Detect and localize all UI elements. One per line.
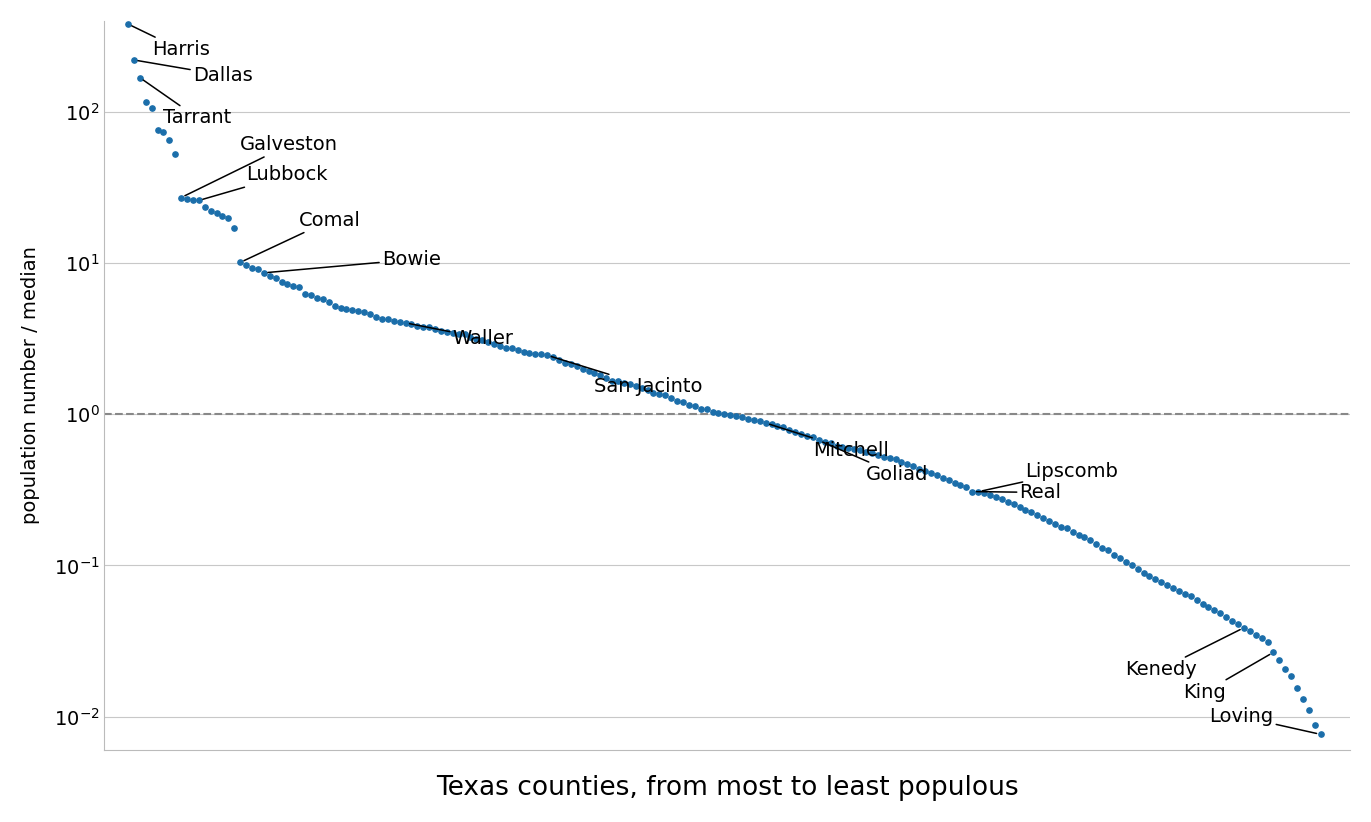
Text: Goliad: Goliad bbox=[823, 442, 928, 484]
Y-axis label: population number / median: population number / median bbox=[21, 247, 40, 524]
Text: Galveston: Galveston bbox=[185, 135, 339, 196]
Text: King: King bbox=[1183, 654, 1270, 701]
Text: Comal: Comal bbox=[244, 210, 361, 261]
Text: Tarrant: Tarrant bbox=[143, 80, 232, 127]
Text: Dallas: Dallas bbox=[138, 61, 252, 85]
Text: Loving: Loving bbox=[1209, 707, 1316, 733]
Text: Kenedy: Kenedy bbox=[1126, 630, 1241, 679]
Text: Lipscomb: Lipscomb bbox=[982, 462, 1119, 491]
Text: Lubbock: Lubbock bbox=[203, 165, 328, 199]
Text: Mitchell: Mitchell bbox=[769, 424, 888, 459]
Text: Bowie: Bowie bbox=[267, 250, 440, 272]
Text: Real: Real bbox=[976, 483, 1061, 502]
Text: San Jacinto: San Jacinto bbox=[551, 357, 703, 396]
Text: Waller: Waller bbox=[410, 324, 514, 348]
Text: Harris: Harris bbox=[132, 25, 210, 59]
X-axis label: Texas counties, from most to least populous: Texas counties, from most to least popul… bbox=[436, 775, 1019, 801]
